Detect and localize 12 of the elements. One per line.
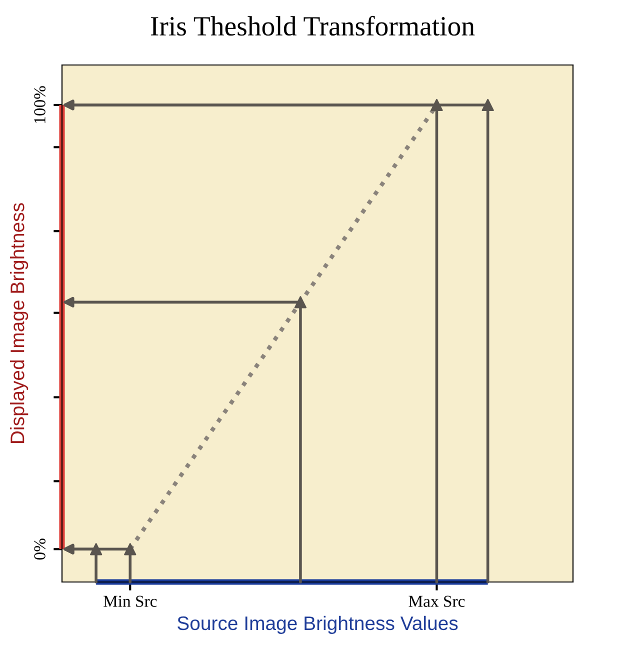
point (482, 98, 494, 112)
y-axis-title: Displayed Image Brightness (10, 203, 28, 443)
x-tick-label: Min Src (104, 596, 157, 607)
y-tick-label: 0% (34, 538, 46, 560)
point (294, 296, 307, 308)
chart-title: Iris Theshold Transformation (150, 16, 475, 36)
point (430, 98, 443, 112)
y-tick-label: 100% (34, 86, 46, 123)
x-axis-title: Source Image Brightness Values (178, 616, 458, 634)
point (90, 543, 102, 556)
point (124, 543, 136, 556)
x-tick-label: Max Src (408, 596, 465, 607)
